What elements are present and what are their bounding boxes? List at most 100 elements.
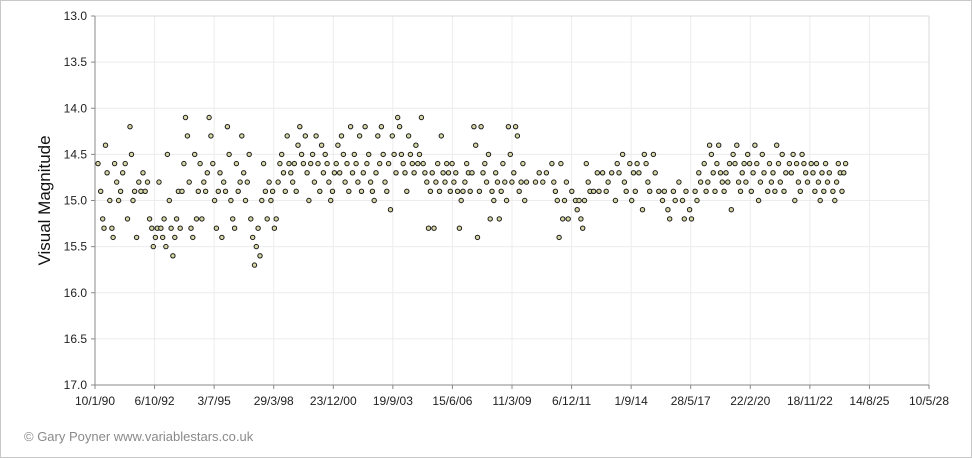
data-point [491, 197, 497, 204]
data-point [226, 151, 232, 158]
data-point [681, 216, 687, 222]
data-point [683, 188, 689, 195]
y-tick-labels: 13.0 13.5 14.0 14.5 15.0 15.5 16.0 16.5 17.0 [64, 9, 88, 392]
data-point [235, 188, 241, 195]
data-point [142, 188, 148, 195]
data-point [351, 151, 357, 158]
data-point [115, 197, 122, 204]
y-tick-label: 16.5 [64, 332, 88, 346]
data-point [815, 179, 822, 185]
data-point [493, 170, 499, 176]
data-point [755, 197, 762, 204]
data-point [797, 188, 803, 195]
data-point [552, 188, 559, 195]
data-point [146, 216, 153, 222]
data-point [346, 188, 352, 195]
data-point [333, 160, 339, 167]
data-point [317, 188, 323, 195]
data-point [295, 142, 301, 148]
data-point [427, 188, 434, 195]
data-point [810, 170, 816, 176]
data-point [192, 151, 198, 158]
data-point [429, 170, 435, 176]
data-point [398, 151, 405, 158]
data-point [580, 225, 586, 231]
data-point [130, 197, 136, 204]
data-point [264, 216, 270, 222]
data-point [650, 151, 657, 158]
data-point [391, 151, 397, 158]
data-point [199, 216, 205, 222]
data-point [574, 207, 580, 213]
data-point [473, 142, 479, 148]
data-point [415, 160, 421, 167]
data-point [337, 170, 343, 176]
data-point [290, 179, 296, 185]
data-point [353, 160, 359, 167]
data-point [411, 170, 417, 176]
data-point [485, 151, 492, 158]
data-point [768, 179, 775, 185]
data-point [237, 179, 243, 185]
data-point [632, 188, 638, 195]
data-point [609, 170, 615, 176]
x-tick-label: 28/5/17 [671, 394, 711, 408]
data-point [716, 142, 722, 148]
data-point [821, 188, 827, 195]
grid-lines [95, 16, 930, 385]
data-point [131, 188, 138, 195]
data-point [140, 170, 146, 176]
data-point [248, 216, 254, 222]
copyright-credit: © Gary Poyner www.variablestars.co.uk [24, 429, 254, 444]
data-point [163, 243, 169, 250]
data-point [224, 124, 231, 130]
data-point [447, 188, 453, 195]
data-point [160, 234, 166, 241]
data-point [385, 160, 392, 167]
data-point [367, 179, 374, 185]
data-point [347, 124, 354, 130]
data-point [551, 179, 557, 185]
data-point [701, 160, 707, 167]
data-point [543, 170, 550, 176]
data-point [217, 170, 223, 176]
data-point [793, 160, 800, 167]
data-point [554, 197, 560, 204]
data-point [627, 160, 633, 167]
x-tick-label: 15/6/06 [432, 394, 472, 408]
data-point [244, 179, 251, 185]
data-point [679, 197, 686, 204]
data-point [405, 133, 412, 139]
data-point [619, 151, 626, 158]
y-tick-label: 14.5 [64, 147, 88, 161]
data-point [246, 151, 252, 158]
data-point [208, 133, 214, 139]
data-point [250, 234, 256, 241]
data-point [498, 188, 504, 195]
data-point [697, 179, 704, 185]
data-point [819, 170, 825, 176]
data-point [833, 179, 840, 185]
data-point [643, 160, 649, 167]
data-point [149, 225, 155, 231]
data-point [109, 225, 115, 231]
data-point [382, 179, 388, 185]
data-point [841, 170, 847, 176]
data-point [765, 188, 771, 195]
data-point [114, 179, 120, 185]
data-point [667, 216, 673, 222]
data-point [273, 216, 279, 222]
data-point [377, 160, 383, 167]
data-point [315, 160, 321, 167]
data-point [206, 114, 212, 121]
data-point [425, 225, 432, 231]
data-point [355, 179, 361, 185]
data-point [507, 151, 513, 158]
data-point [464, 160, 470, 167]
data-point [418, 114, 425, 121]
data-point [772, 188, 778, 195]
data-point [308, 160, 314, 167]
data-point [282, 188, 288, 195]
data-point [754, 160, 760, 167]
x-tick-label: 6/12/11 [552, 394, 591, 408]
